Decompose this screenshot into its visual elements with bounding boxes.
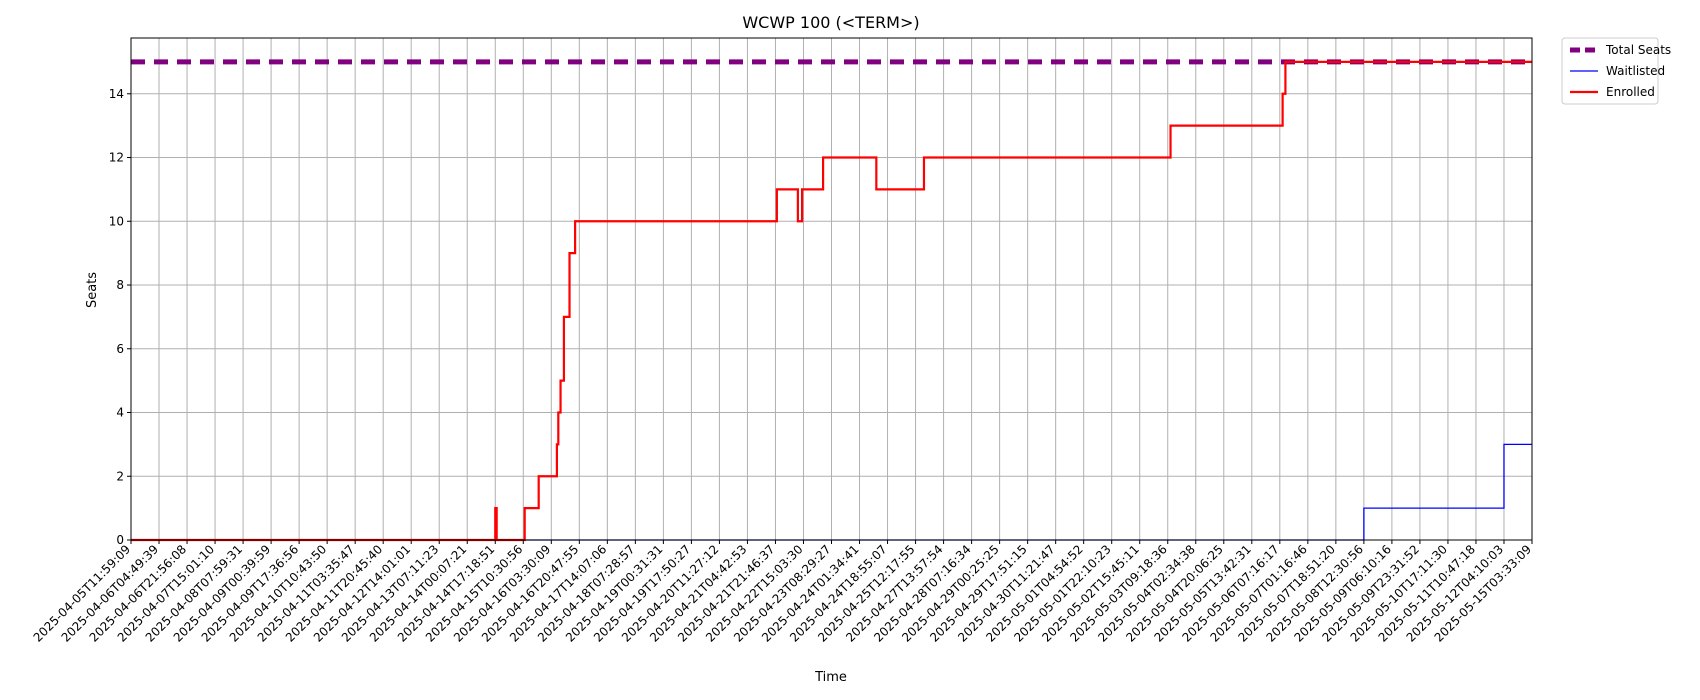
legend-label-enrolled: Enrolled (1606, 85, 1655, 99)
y-tick-label: 6 (116, 342, 124, 356)
y-tick-label: 12 (109, 151, 124, 165)
legend-label-waitlisted: Waitlisted (1606, 64, 1665, 78)
x-axis-label: Time (814, 670, 847, 685)
chart-title: WCWP 100 (<TERM>) (742, 13, 919, 32)
legend-box (1561, 37, 1659, 105)
y-tick-label: 8 (116, 278, 124, 292)
ticks: 2025-04-05T11:59:092025-04-06T04:49:3920… (31, 87, 1535, 645)
y-tick-label: 0 (116, 533, 124, 547)
legend-label-total-seats: Total Seats (1605, 43, 1671, 57)
y-tick-label: 2 (116, 469, 124, 483)
gridlines (130, 38, 1533, 541)
y-tick-label: 4 (116, 406, 124, 420)
series-line-enrolled (131, 60, 1532, 542)
legend: Total Seats Waitlisted Enrolled (1561, 37, 1671, 105)
y-tick-label: 14 (109, 87, 124, 101)
y-tick-label: 10 (109, 214, 124, 228)
y-axis-label: Seats (85, 272, 100, 308)
